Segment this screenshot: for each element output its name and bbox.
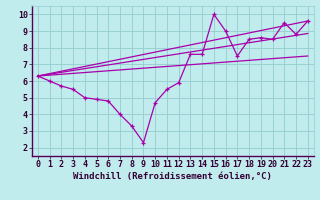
X-axis label: Windchill (Refroidissement éolien,°C): Windchill (Refroidissement éolien,°C)	[73, 172, 272, 181]
